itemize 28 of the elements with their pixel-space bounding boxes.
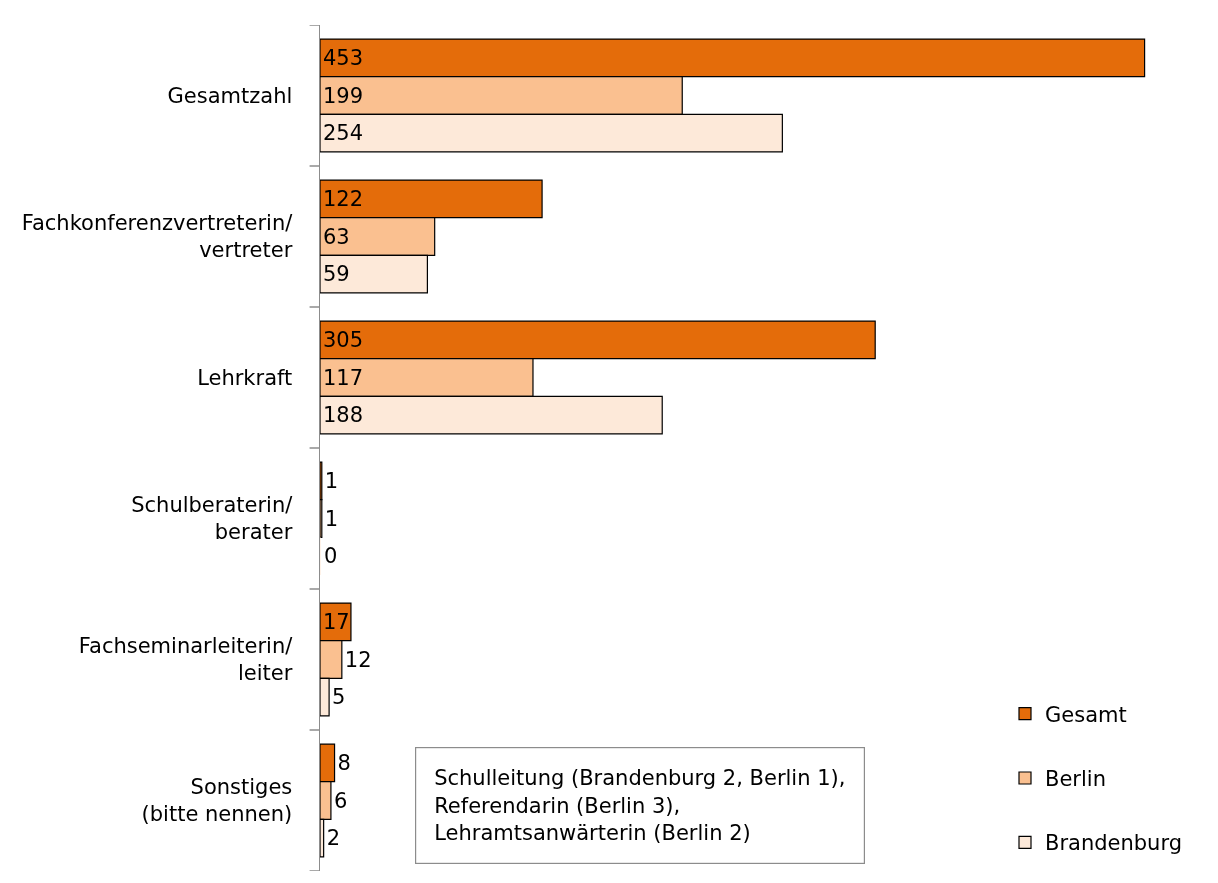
annotation: Schulleitung (Brandenburg 2, Berlin 1), Referendarin (Berlin 3), Lehramtsanwärterin (Berlin 2) bbox=[434, 766, 846, 845]
data-label: 254 bbox=[323, 121, 364, 146]
y-tick-label: Schulberaterin/ berater bbox=[131, 493, 294, 545]
data-label: 1 bbox=[324, 468, 339, 493]
legend-label: Gesamt bbox=[1045, 702, 1127, 727]
data-label: 8 bbox=[337, 750, 351, 775]
y-tick-label: Lehrkraft bbox=[197, 365, 293, 390]
data-label: 0 bbox=[324, 544, 338, 569]
data-label: 2 bbox=[326, 826, 341, 851]
legend-label: Berlin bbox=[1045, 767, 1106, 792]
y-tick-label: Fachseminarleiterin/ leiter bbox=[78, 634, 294, 686]
data-label: 188 bbox=[323, 403, 364, 428]
data-label: 17 bbox=[323, 609, 350, 634]
data-label: 59 bbox=[323, 262, 350, 287]
y-tick-label: Fachkonferenzvertreterin/ vertreter bbox=[21, 211, 294, 263]
data-label: 305 bbox=[323, 327, 364, 352]
data-label: 453 bbox=[323, 45, 364, 70]
data-label: 122 bbox=[323, 186, 364, 211]
legend-label: Brandenburg bbox=[1045, 831, 1183, 856]
data-label: 63 bbox=[323, 224, 350, 249]
data-label: 6 bbox=[333, 788, 348, 813]
data-label: 117 bbox=[323, 365, 364, 390]
data-label: 1 bbox=[324, 506, 339, 531]
y-tick-label: Sonstiges (bitte nennen) bbox=[141, 775, 293, 827]
data-label: 12 bbox=[344, 647, 372, 672]
data-label: 5 bbox=[332, 685, 346, 710]
y-tick-label: Gesamtzahl bbox=[167, 83, 293, 108]
data-label: 199 bbox=[323, 83, 364, 108]
